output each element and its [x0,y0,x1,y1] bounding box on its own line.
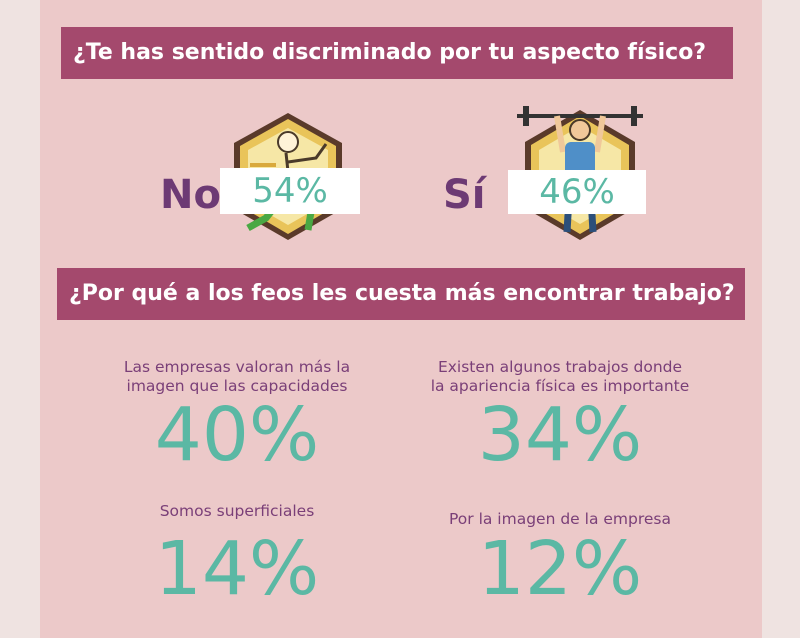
question-banner-job: ¿Por qué a los feos les cuesta más encon… [57,268,745,320]
question-banner-discrimination: ¿Te has sentido discriminado por tu aspe… [61,27,733,79]
question-text: ¿Por qué a los feos les cuesta más encon… [69,281,735,306]
reason-text: Por la imagen de la empresa [449,510,671,528]
answer-si-percent: 46% [508,170,646,214]
answer-no-label: No [160,172,221,218]
reason-text: Somos superficiales [159,502,315,520]
question-text: ¿Te has sentido discriminado por tu aspe… [73,40,707,65]
reason-text: Existen algunos trabajos donde la aparie… [430,358,690,395]
reason-percent: 34% [477,392,643,478]
reason-text: Las empresas valoran más la imagen que l… [123,358,351,395]
reason-percent: 12% [477,526,643,612]
answer-no-percent: 54% [220,168,360,214]
reason-percent: 40% [154,392,320,478]
answer-si-label: Sí [443,172,486,218]
reason-percent: 14% [154,526,320,612]
